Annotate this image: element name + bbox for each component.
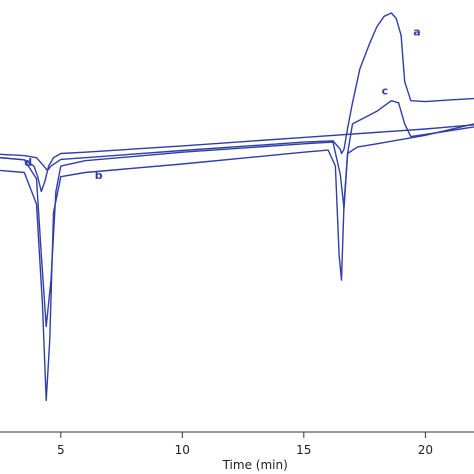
series-line-b	[0, 123, 474, 402]
series-label-c: c	[382, 84, 389, 97]
series-label-d: d	[24, 156, 32, 169]
x-tick-label-15: 15	[296, 443, 311, 457]
series-line-a	[0, 12, 474, 172]
x-tick-label-10: 10	[175, 443, 190, 457]
x-tick-label-20: 20	[418, 443, 433, 457]
series-line-d	[0, 124, 474, 193]
series-labels: a b c d	[24, 25, 420, 182]
series-label-b: b	[95, 169, 103, 182]
x-axis-title: Time (min)	[222, 458, 288, 472]
x-tick-label-5: 5	[57, 443, 65, 457]
x-axis-ticks: 5 10 15 20	[57, 432, 433, 457]
plot-traces	[0, 12, 474, 402]
series-line-c	[0, 100, 474, 328]
series-label-a: a	[413, 25, 420, 38]
